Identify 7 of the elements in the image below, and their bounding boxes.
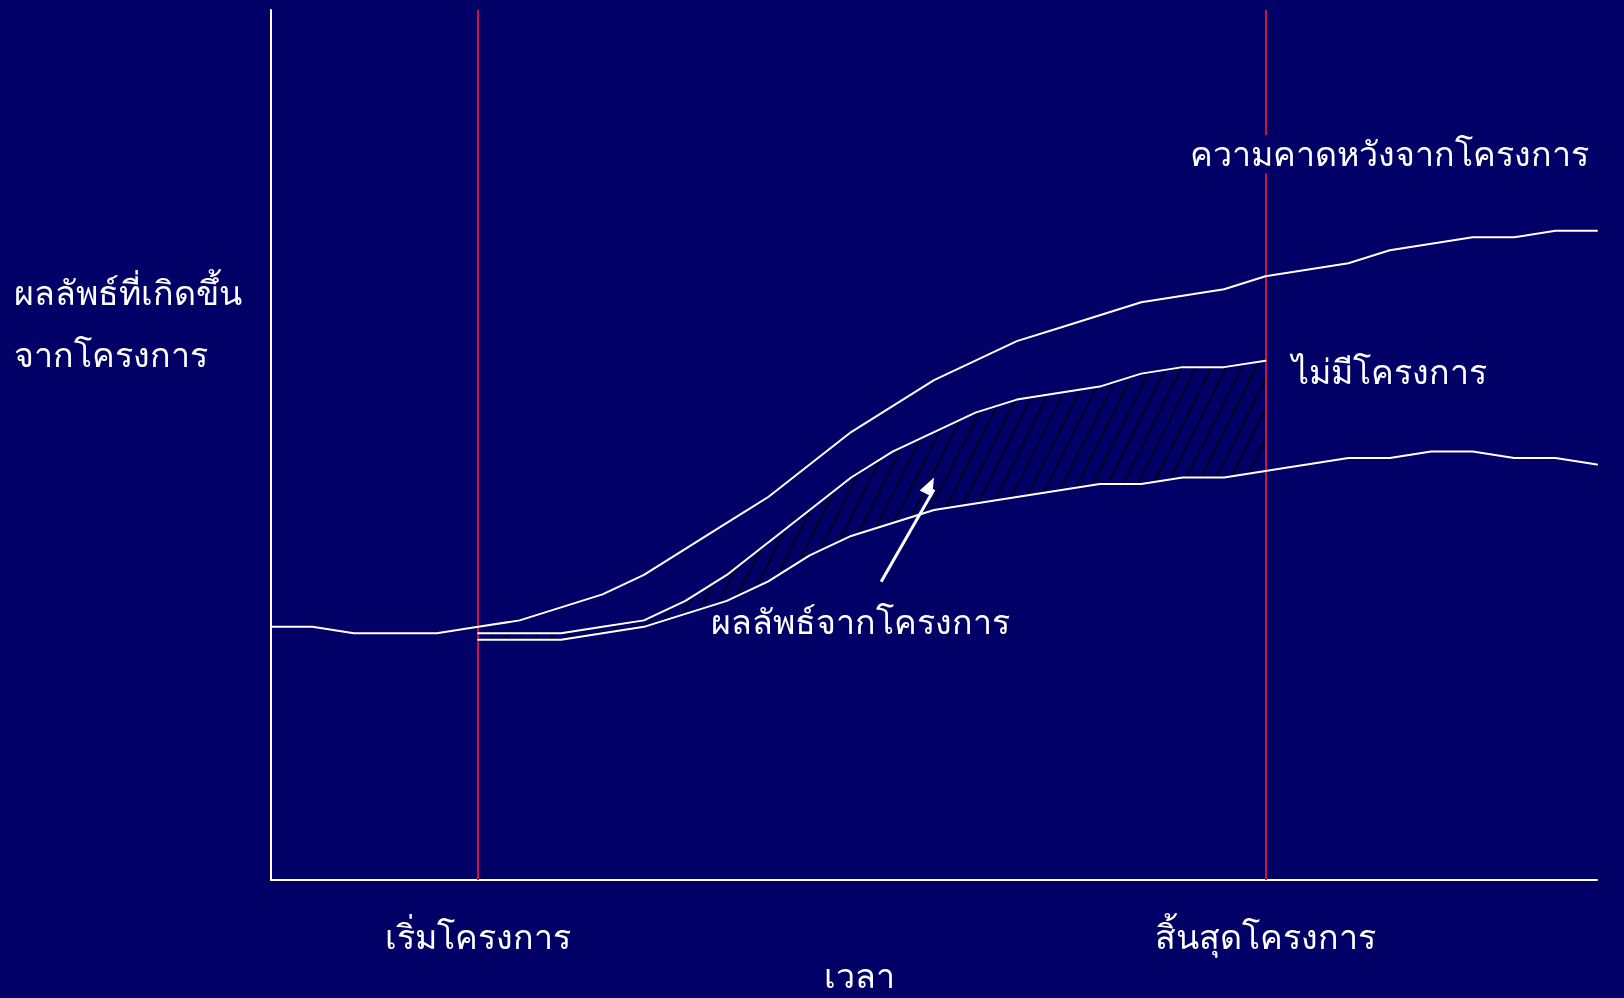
annotation: ผลลัพธ์จากโครงการ — [711, 601, 1011, 642]
y-axis-title: ผลลัพธ์ที่เกิดขึ้นจากโครงการ — [14, 268, 243, 377]
series-label: ไม่มีโครงการ — [1289, 352, 1488, 393]
x-axis-title: เวลา — [823, 956, 895, 996]
series-label: ความคาดหวังจากโครงการ — [1190, 134, 1590, 175]
x-tick-label: เริ่มโครงการ — [385, 914, 572, 958]
x-tick-label: สิ้นสุดโครงการ — [1155, 913, 1376, 959]
